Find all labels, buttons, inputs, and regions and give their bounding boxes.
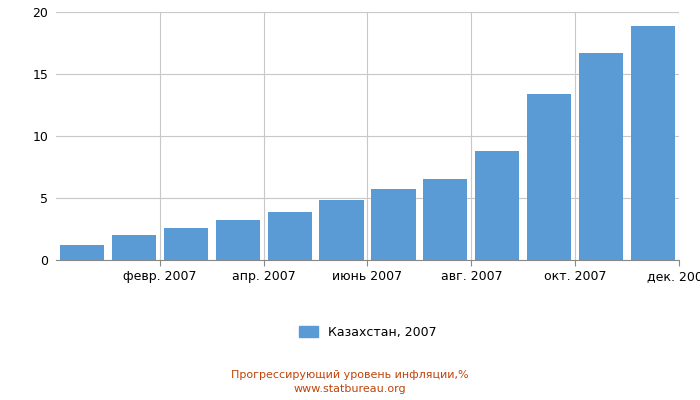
Text: www.statbureau.org: www.statbureau.org bbox=[294, 384, 406, 394]
Bar bbox=[424, 179, 468, 260]
Bar bbox=[372, 189, 416, 260]
Text: Прогрессирующий уровень инфляции,%: Прогрессирующий уровень инфляции,% bbox=[231, 370, 469, 380]
Bar bbox=[527, 94, 571, 260]
Bar bbox=[60, 245, 104, 260]
Bar bbox=[579, 53, 623, 260]
Bar bbox=[216, 220, 260, 260]
Bar bbox=[631, 26, 675, 260]
Bar bbox=[112, 235, 156, 260]
Legend: Казахстан, 2007: Казахстан, 2007 bbox=[294, 321, 441, 344]
Bar bbox=[475, 151, 519, 260]
Bar bbox=[319, 200, 363, 260]
Bar bbox=[164, 228, 208, 260]
Bar bbox=[267, 212, 312, 260]
